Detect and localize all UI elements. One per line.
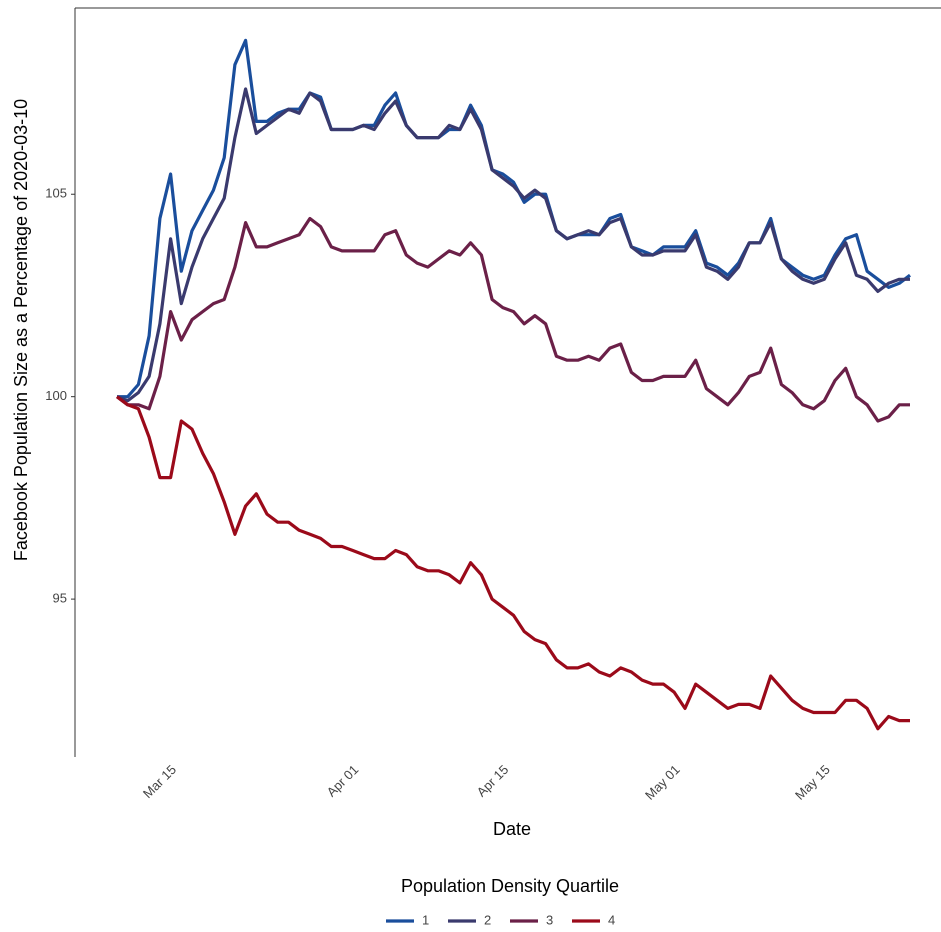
y-tick-label: 105 bbox=[45, 186, 67, 201]
x-tick-label: May 15 bbox=[792, 762, 833, 803]
legend-title: Population Density Quartile bbox=[401, 876, 619, 896]
legend-label: 4 bbox=[608, 912, 615, 927]
x-tick-label: May 01 bbox=[642, 762, 683, 803]
x-axis-title: Date bbox=[493, 819, 531, 839]
y-axis-title: Facebook Population Size as a Percentage… bbox=[11, 99, 31, 561]
legend-label: 1 bbox=[422, 912, 429, 927]
x-tick-label: Apr 15 bbox=[474, 762, 512, 800]
line-series bbox=[116, 87, 910, 403]
line-series bbox=[116, 216, 910, 423]
y-tick-label: 95 bbox=[53, 591, 67, 606]
line-series bbox=[116, 395, 910, 731]
legend-label: 3 bbox=[546, 912, 553, 927]
line-series bbox=[117, 38, 911, 399]
x-tick-label: Apr 01 bbox=[324, 762, 362, 800]
x-tick-label: Mar 15 bbox=[140, 762, 179, 801]
legend-label: 2 bbox=[484, 912, 491, 927]
y-tick-label: 100 bbox=[45, 388, 67, 403]
